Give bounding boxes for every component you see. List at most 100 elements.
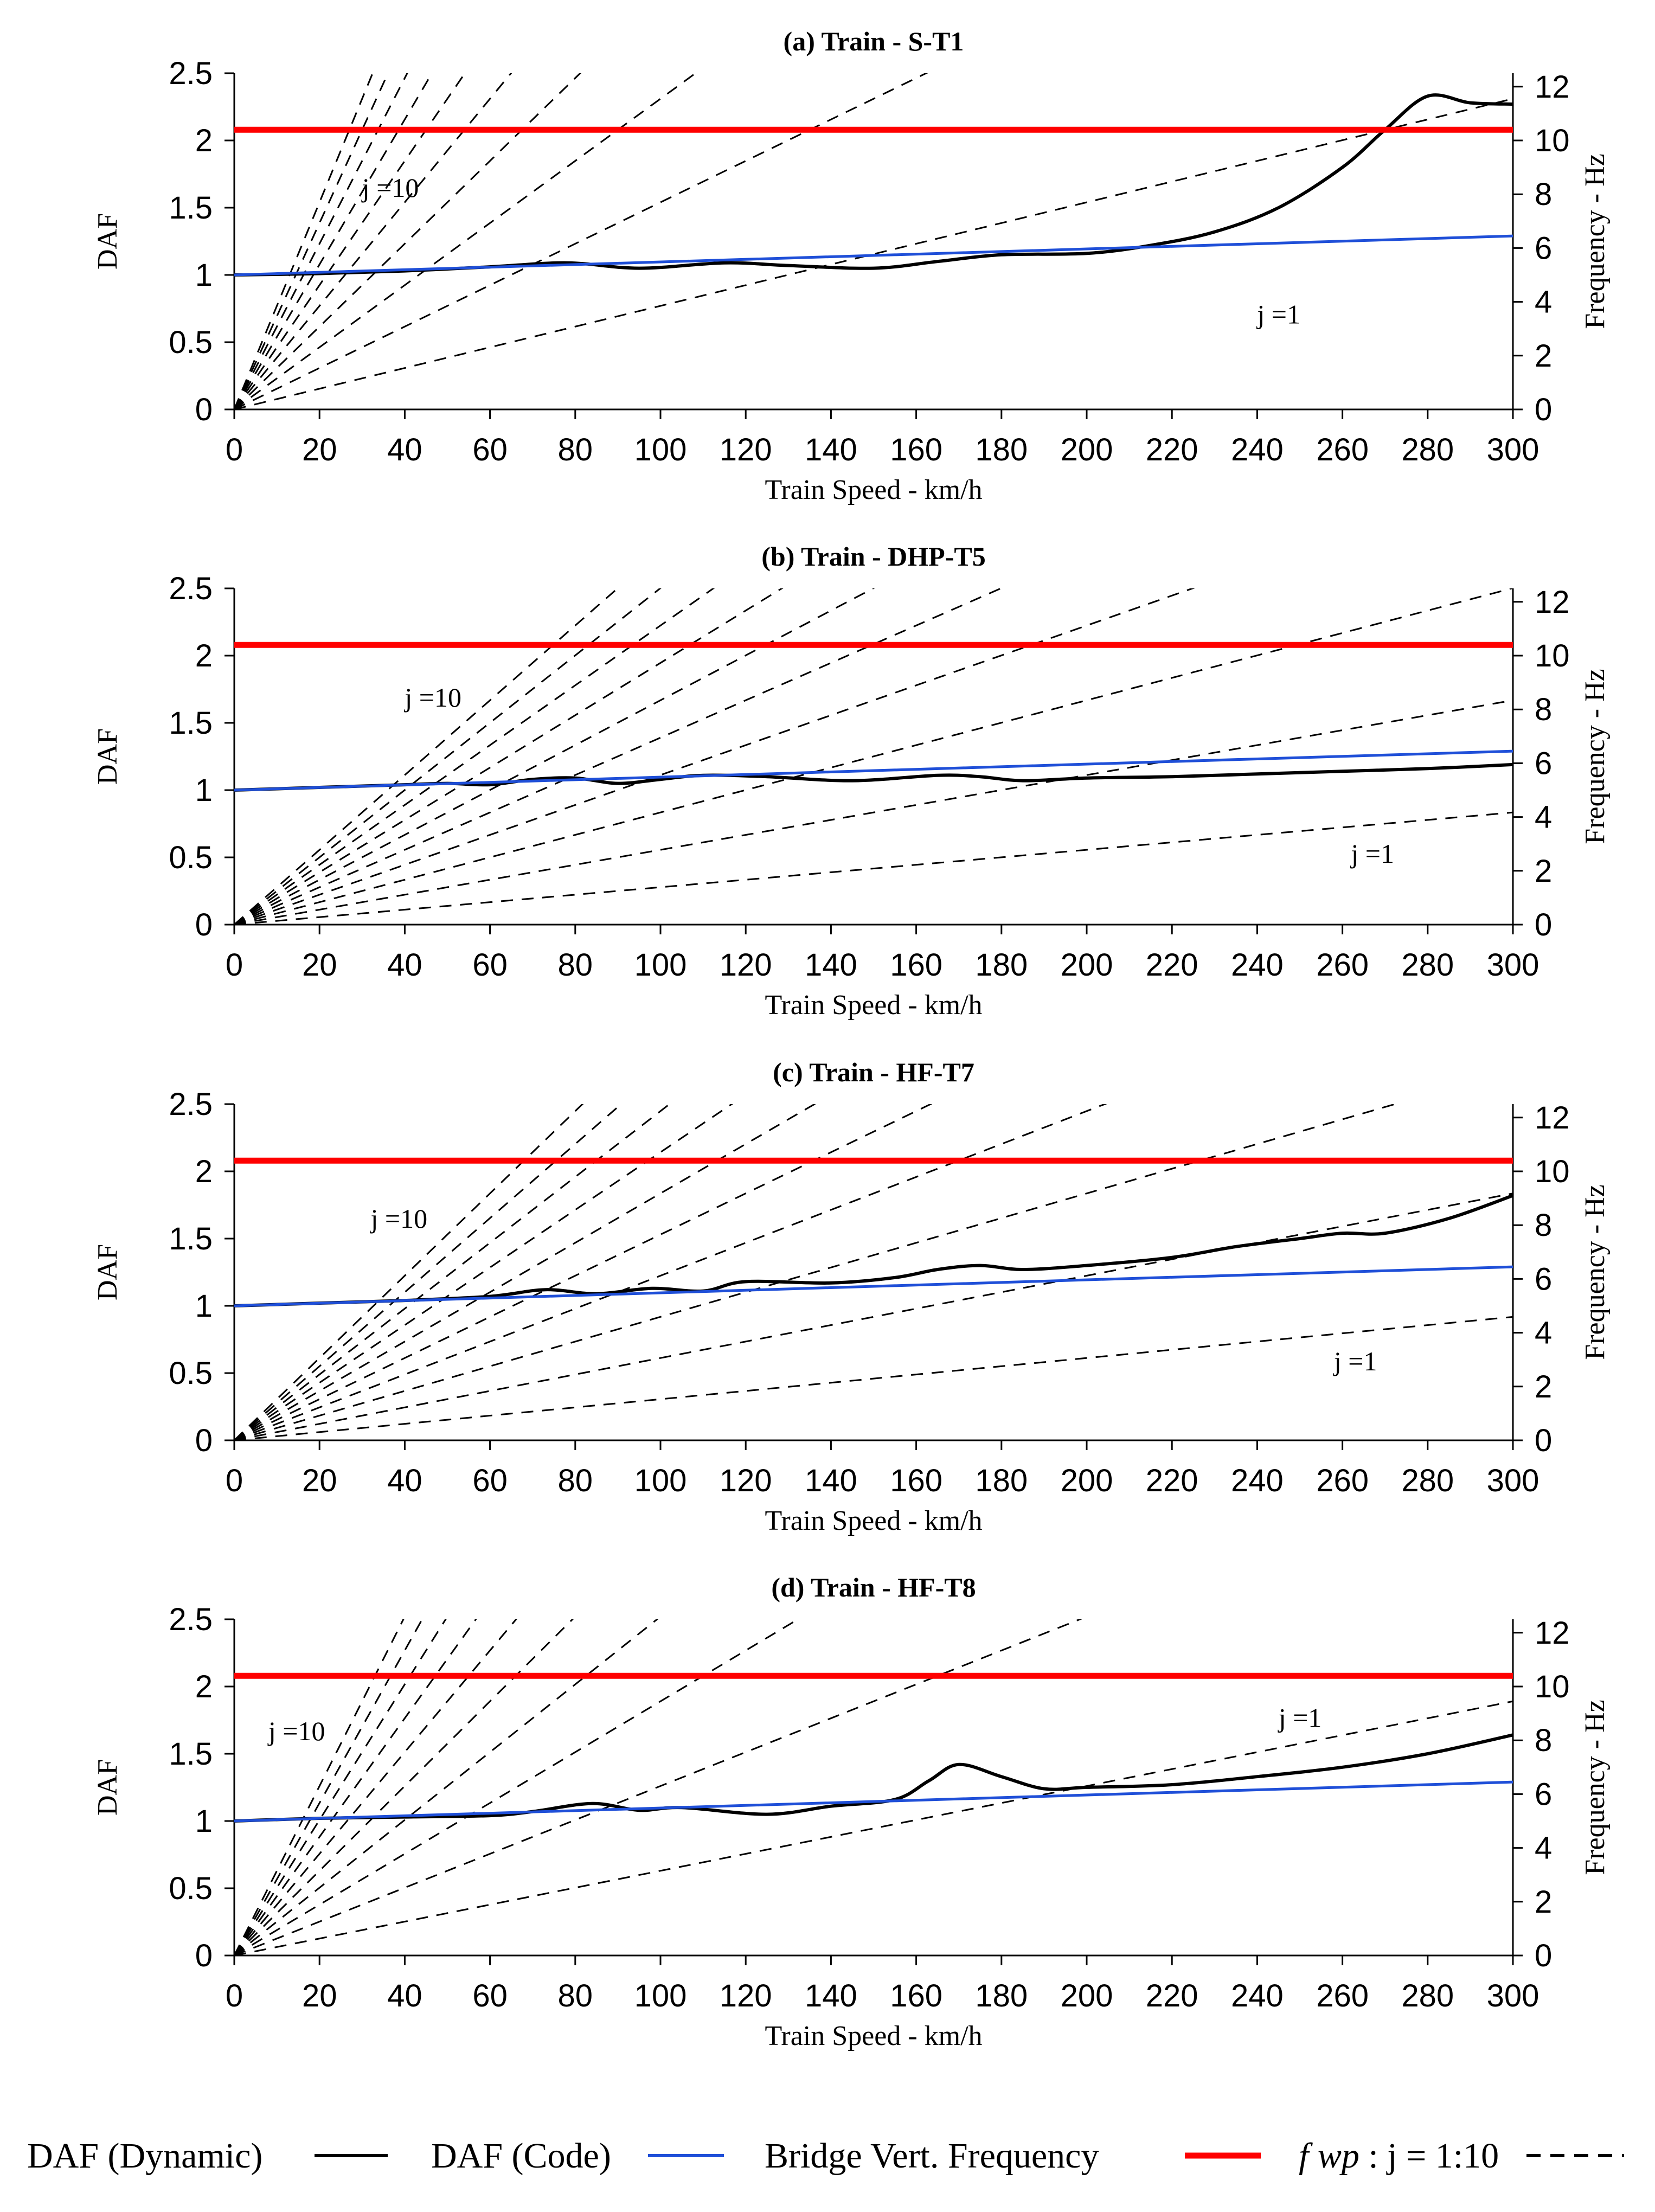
y2-tick-label: 10 (1535, 638, 1570, 674)
y-tick-label: 1.5 (169, 1221, 213, 1256)
y2-axis-label: Frequency - Hz (1580, 669, 1611, 844)
series-daf-dynamic (234, 1733, 1513, 1823)
x-tick-label: 60 (472, 1978, 508, 2014)
y-tick-label: 2.5 (169, 571, 213, 606)
x-axis-label: Train Speed - km/h (765, 475, 982, 505)
excitation-line-j9 (234, 588, 662, 925)
excitation-line-j6 (234, 588, 875, 925)
y-tick-label: 1.5 (169, 706, 213, 741)
x-tick-label: 60 (472, 432, 508, 467)
excitation-line-j1 (234, 1700, 1513, 1955)
x-axis-label: Train Speed - km/h (765, 990, 982, 1021)
x-tick-label: 220 (1146, 1463, 1198, 1498)
excitation-line-j3 (234, 1104, 1398, 1440)
legend-symbol-rest: : j = 1:10 (1359, 2136, 1499, 2176)
y-tick-label: 1.5 (169, 190, 213, 226)
x-tick-label: 280 (1401, 1463, 1454, 1498)
y2-tick-label: 0 (1535, 1938, 1552, 1973)
plot-area (234, 588, 1513, 925)
annotation-label: j =10 (361, 172, 419, 203)
x-tick-label: 100 (634, 432, 687, 467)
annotation-label: j =1 (1333, 1346, 1377, 1376)
chart-title: (a) Train - S-T1 (784, 26, 964, 56)
excitation-line-j8 (234, 1104, 671, 1440)
excitation-line-j2 (234, 1619, 1082, 1955)
y2-tick-label: 4 (1535, 285, 1552, 320)
plot-area (234, 1104, 1513, 1440)
excitation-line-j4 (234, 73, 582, 409)
excitation-line-j3 (234, 73, 697, 409)
y-tick-label: 2.5 (169, 1087, 213, 1122)
x-tick-label: 160 (890, 1978, 942, 2014)
x-tick-label: 240 (1231, 947, 1284, 983)
legend-label-2: DAF (Code) (431, 2136, 611, 2176)
x-tick-label: 80 (558, 432, 593, 467)
y2-tick-label: 4 (1535, 1316, 1552, 1351)
excitation-line-j6 (234, 1619, 517, 1955)
x-tick-label: 40 (387, 1978, 422, 2014)
x-tick-label: 80 (558, 1463, 593, 1498)
y-tick-label: 2.5 (169, 1602, 213, 1637)
legend-label-4: f wp : j = 1:10 (1299, 2136, 1499, 2176)
x-tick-label: 180 (975, 947, 1028, 983)
x-axis-label: Train Speed - km/h (765, 2021, 982, 2051)
excitation-line-j9 (234, 73, 389, 409)
excitation-line-j6 (234, 73, 466, 409)
x-tick-label: 240 (1231, 1978, 1284, 2014)
excitation-line-j7 (234, 73, 433, 409)
x-tick-label: 120 (720, 432, 772, 467)
x-tick-label: 60 (472, 947, 508, 983)
annotation-label: j =10 (267, 1716, 325, 1746)
excitation-line-j2 (234, 1192, 1513, 1440)
y-tick-label: 0.5 (169, 325, 213, 360)
y-tick-label: 0.5 (169, 1356, 213, 1391)
x-tick-label: 140 (805, 432, 857, 467)
plot-area (234, 73, 1513, 409)
y2-tick-label: 2 (1535, 1369, 1552, 1405)
y2-tick-label: 6 (1535, 746, 1552, 781)
y2-tick-label: 10 (1535, 1669, 1570, 1704)
y-tick-label: 2 (195, 123, 213, 158)
x-tick-label: 100 (634, 1463, 687, 1498)
x-tick-label: 0 (226, 432, 243, 467)
legend: DAF (Dynamic) DAF (Code) Bridge Vert. Freq… (27, 2136, 1624, 2176)
x-tick-label: 120 (720, 1978, 772, 2014)
y2-tick-label: 2 (1535, 338, 1552, 374)
series-daf-code (234, 749, 1513, 792)
y2-tick-label: 10 (1535, 123, 1570, 158)
y2-tick-label: 8 (1535, 177, 1552, 212)
x-tick-label: 300 (1487, 947, 1539, 983)
chart-panels: (a) Train - S-T10 20 40 60 80 100 120 140 160 180… (92, 26, 1611, 2051)
excitation-line-j3 (234, 1619, 800, 1955)
y2-tick-label: 8 (1535, 1208, 1552, 1243)
y-tick-label: 1.5 (169, 1736, 213, 1772)
y2-tick-label: 0 (1535, 907, 1552, 942)
excitation-line-j4 (234, 1104, 1107, 1440)
x-tick-label: 280 (1401, 432, 1454, 467)
y-tick-label: 0.5 (169, 840, 213, 875)
x-tick-label: 0 (226, 1978, 243, 2014)
y2-tick-label: 2 (1535, 1884, 1552, 1920)
x-tick-label: 260 (1316, 1978, 1369, 2014)
x-tick-label: 100 (634, 1978, 687, 2014)
y-axis-label: DAF (92, 728, 123, 785)
y-tick-label: 2 (195, 1669, 213, 1704)
y-tick-label: 0 (195, 907, 213, 942)
x-tick-label: 0 (226, 947, 243, 983)
y2-tick-label: 6 (1535, 1777, 1552, 1812)
x-tick-label: 60 (472, 1463, 508, 1498)
y-tick-label: 1 (195, 773, 213, 808)
excitation-line-j1 (234, 98, 1513, 409)
x-tick-label: 280 (1401, 1978, 1454, 2014)
y2-tick-label: 12 (1535, 69, 1570, 105)
series-daf-dynamic (234, 1194, 1513, 1307)
excitation-line-j5 (234, 73, 512, 409)
excitation-line-j7 (234, 1104, 734, 1440)
annotation-label: j =1 (1350, 838, 1394, 869)
y2-tick-label: 8 (1535, 692, 1552, 727)
x-tick-label: 220 (1146, 432, 1198, 467)
y2-tick-label: 6 (1535, 230, 1552, 266)
chart-panel-4: (d) Train - HF-T80 20 40 60 80 100 120 140 160 18… (92, 1572, 1611, 2051)
y-tick-label: 2.5 (169, 56, 213, 91)
y2-tick-label: 6 (1535, 1261, 1552, 1297)
